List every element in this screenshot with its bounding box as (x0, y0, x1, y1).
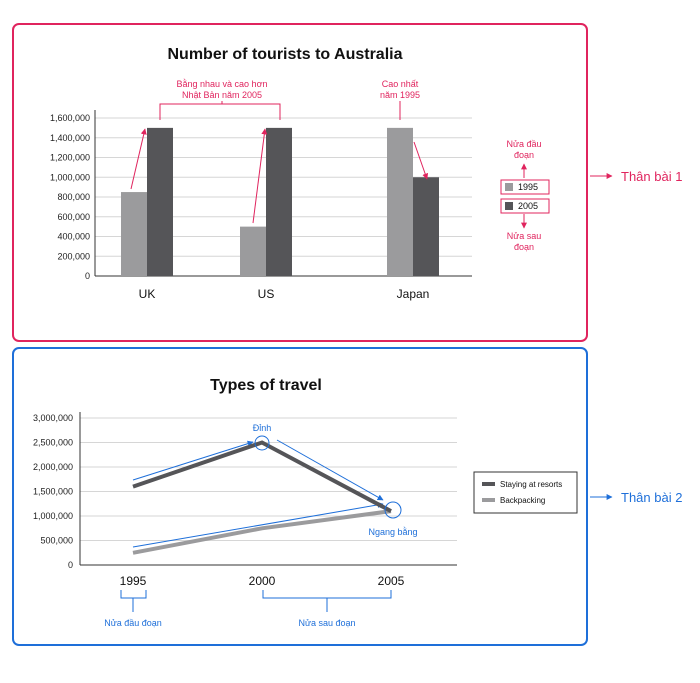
chart-2-x-tick-2005: 2005 (378, 574, 405, 588)
annotation-equal: Ngang bằng (368, 527, 417, 537)
annotation-first-half: Nửa đầu đoạn (104, 618, 162, 628)
panel-2-side-label: Thân bài 2 (621, 490, 682, 505)
legend-note-first-half-line-1: Nửa đầu (506, 139, 541, 149)
chart-2-x-ticks: 1995 2000 2005 (120, 574, 405, 588)
resorts-rise-arrow (132, 440, 254, 481)
legend-note-second-half-line-1: Nửa sau (507, 231, 542, 241)
bar-us-1995 (240, 226, 266, 276)
chart-1-y-tick-label: 1,400,000 (50, 133, 90, 143)
annotation-equal-higher: Bằng nhau và cao hơn Nhật Bản năm 2005 (159, 79, 281, 120)
chart-2-y-tick-label: 3,000,000 (33, 413, 73, 423)
legend-swatch-1995 (505, 183, 513, 191)
legend-label-2005: 2005 (518, 201, 538, 211)
chart-1-y-tick-label: 1,200,000 (50, 153, 90, 163)
panel-1-side-label: Thân bài 1 (621, 169, 682, 184)
resorts-fall-arrow (276, 439, 384, 501)
chart-2-y-tick-label: 2,000,000 (33, 462, 73, 472)
chart-2-lines (132, 440, 392, 555)
chart-2-y-tick-label: 2,500,000 (33, 438, 73, 448)
chart-1-x-tick-japan: Japan (397, 287, 430, 301)
chart-2-legend: Staying at resorts Backpacking (473, 471, 578, 514)
line-staying-at-resorts (132, 440, 392, 513)
chart-1-x-tick-us: US (258, 287, 275, 301)
annotation-second-half: Nửa sau đoạn (298, 618, 355, 628)
bar-uk-1995 (121, 192, 147, 276)
chart-1-x-tick-uk: UK (139, 287, 156, 301)
annotation-equal-higher-line-1: Bằng nhau và cao hơn (177, 79, 268, 89)
chart-1-y-tick-label: 1,000,000 (50, 172, 90, 182)
chart-2-y-tick-label: 1,500,000 (33, 487, 73, 497)
equal-marker (384, 501, 402, 519)
bracket-first-half (120, 590, 147, 599)
japan-fall-arrow (413, 141, 429, 180)
chart-1-y-tick-label: 0 (85, 271, 90, 281)
annotation-highest-line-1: Cao nhất (382, 79, 419, 89)
peak-marker (254, 435, 270, 451)
bar-japan-1995 (387, 127, 413, 276)
legend-label-staying-at-resorts: Staying at resorts (500, 480, 562, 489)
bar-us-2005 (266, 127, 292, 276)
chart-1-y-tick-label: 800,000 (57, 192, 90, 202)
chart-1-bars (121, 127, 439, 276)
annotation-peak: Đỉnh (253, 423, 272, 433)
bar-uk-2005 (147, 127, 173, 276)
chart-2-title: Types of travel (210, 377, 322, 394)
chart-2-y-tick-label: 1,000,000 (33, 511, 73, 521)
chart-1-y-tick-label: 1,600,000 (50, 113, 90, 123)
chart-2-legend-box (473, 471, 578, 514)
legend-note-first-half-line-2: đoạn (514, 150, 534, 160)
bracket-second-half (262, 590, 392, 599)
legend-label-backpacking: Backpacking (500, 496, 545, 505)
chart-2-y-tick-label: 0 (68, 560, 73, 570)
chart-2-y-tick-label: 500,000 (40, 536, 73, 546)
chart-1-x-ticks: UK US Japan (139, 287, 430, 301)
legend-label-1995: 1995 (518, 182, 538, 192)
chart-2-x-tick-1995: 1995 (120, 574, 147, 588)
annotation-highest: Cao nhất năm 1995 (380, 79, 420, 120)
legend-swatch-2005 (505, 202, 513, 210)
chart-1-y-tick-label: 400,000 (57, 232, 90, 242)
panel-1-frame (12, 23, 588, 342)
line-backpacking (132, 509, 392, 555)
chart-1-title: Number of tourists to Australia (168, 46, 403, 63)
chart-2-y-ticks: 0 500,000 1,000,000 1,500,000 2,000,000 2,500… (33, 413, 73, 570)
us-rise-arrow (252, 128, 268, 224)
bar-japan-2005 (413, 177, 439, 276)
annotation-equal-higher-line-2: Nhật Bản năm 2005 (182, 90, 262, 100)
annotation-highest-line-2: năm 1995 (380, 90, 420, 100)
chart-1-y-tick-label: 600,000 (57, 212, 90, 222)
chart-1-y-tick-label: 200,000 (57, 251, 90, 261)
backpacking-rise-arrow (132, 501, 384, 548)
annotation-bracket (159, 103, 281, 120)
chart-2-x-tick-2000: 2000 (249, 574, 276, 588)
chart-1-legend: Nửa đầu đoạn 1995 2005 Nửa sau đoạn (500, 139, 550, 252)
panel-2-frame (12, 347, 588, 646)
legend-note-second-half-line-2: đoạn (514, 242, 534, 252)
uk-rise-arrow (130, 128, 147, 190)
chart-1-y-ticks: 0 200,000 400,000 600,000 800,000 1,000,000 1,… (50, 113, 90, 281)
